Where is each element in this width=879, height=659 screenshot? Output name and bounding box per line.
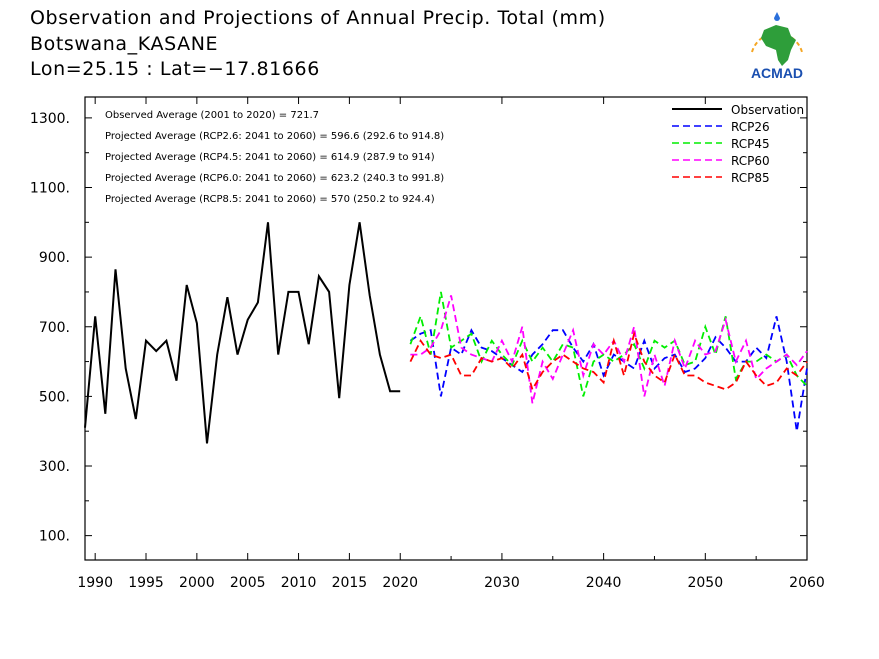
y-tick-label: 100. <box>39 529 70 545</box>
y-tick-label: 700. <box>39 320 70 336</box>
series-rcp26-line <box>409 316 808 432</box>
legend-label-rcp60: RCP60 <box>731 154 770 168</box>
x-tick-label: 1990 <box>77 575 113 591</box>
x-tick-label: 2000 <box>179 575 215 591</box>
africa-map-logo: ACMAD <box>751 12 803 81</box>
series-observation-line <box>84 222 401 444</box>
x-tick-label: 2015 <box>332 575 368 591</box>
x-tick-label: 2020 <box>382 575 418 591</box>
annotation-text: Projected Average (RCP6.0: 2041 to 2060)… <box>105 173 444 184</box>
y-tick-label: 1300. <box>30 111 70 127</box>
station-name: Botswana_KASANE <box>30 33 219 55</box>
series-rcp60-line <box>410 295 808 404</box>
legend-label-rcp26: RCP26 <box>731 120 770 134</box>
chart-title: Observation and Projections of Annual Pr… <box>30 7 606 29</box>
annotation-text: Projected Average (RCP4.5: 2041 to 2060)… <box>105 152 435 163</box>
y-tick-label: 300. <box>39 459 70 475</box>
legend-label-rcp45: RCP45 <box>731 137 770 151</box>
legend-label-rcp85: RCP85 <box>731 171 770 185</box>
acmad-logo: ACMAD <box>736 8 818 84</box>
annotation-text: Observed Average (2001 to 2020) = 721.7 <box>105 110 319 121</box>
y-tick-label: 1100. <box>30 181 70 197</box>
x-tick-label: 2030 <box>484 575 520 591</box>
x-tick-label: 2005 <box>230 575 266 591</box>
y-tick-label: 900. <box>39 250 70 266</box>
logo-text: ACMAD <box>751 65 803 81</box>
y-tick-label: 500. <box>39 389 70 405</box>
annotation-text: Projected Average (RCP8.5: 2041 to 2060)… <box>105 194 435 205</box>
x-tick-label: 2040 <box>586 575 622 591</box>
x-tick-label: 2060 <box>789 575 825 591</box>
x-tick-label: 1995 <box>128 575 164 591</box>
annotation-text: Projected Average (RCP2.6: 2041 to 2060)… <box>105 131 444 142</box>
station-coordinates: Lon=25.15 : Lat=−17.81666 <box>30 58 320 80</box>
series-rcp85-line <box>409 330 808 392</box>
x-tick-label: 2010 <box>281 575 317 591</box>
plot-frame <box>84 96 808 561</box>
legend-label-observation: Observation <box>731 103 804 117</box>
x-tick-label: 2050 <box>687 575 723 591</box>
